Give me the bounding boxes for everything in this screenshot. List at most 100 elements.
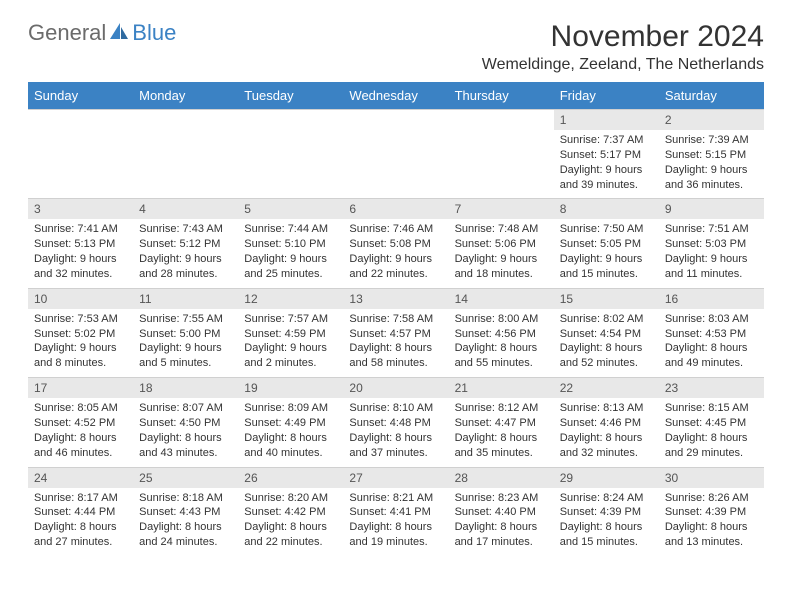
page-subtitle: Wemeldinge, Zeeland, The Netherlands [482, 56, 764, 74]
daylight-line: Daylight: 8 hours and 27 minutes. [34, 520, 127, 550]
sunrise-line: Sunrise: 7:43 AM [139, 222, 232, 237]
day-number-cell: 11 [133, 288, 238, 309]
day-number: 1 [560, 113, 567, 127]
day-number: 19 [244, 381, 257, 395]
day-number: 3 [34, 202, 41, 216]
day-number-row: 17181920212223 [28, 378, 764, 399]
day-number-row: 12 [28, 110, 764, 131]
sunrise-line: Sunrise: 7:51 AM [665, 222, 758, 237]
day-content-cell: Sunrise: 8:26 AMSunset: 4:39 PMDaylight:… [659, 488, 764, 556]
daylight-line: Daylight: 8 hours and 55 minutes. [455, 341, 548, 371]
day-number-cell: 17 [28, 378, 133, 399]
sunset-line: Sunset: 4:45 PM [665, 416, 758, 431]
day-content-cell [449, 130, 554, 199]
day-number-cell [133, 110, 238, 131]
daylight-line: Daylight: 8 hours and 46 minutes. [34, 431, 127, 461]
day-number-cell: 6 [343, 199, 448, 220]
daylight-line: Daylight: 8 hours and 29 minutes. [665, 431, 758, 461]
day-content-row: Sunrise: 7:53 AMSunset: 5:02 PMDaylight:… [28, 309, 764, 378]
day-content-cell: Sunrise: 7:53 AMSunset: 5:02 PMDaylight:… [28, 309, 133, 378]
day-number-row: 24252627282930 [28, 467, 764, 488]
day-number: 27 [349, 471, 362, 485]
sunset-line: Sunset: 5:17 PM [560, 148, 653, 163]
sunset-line: Sunset: 5:03 PM [665, 237, 758, 252]
sunrise-line: Sunrise: 8:20 AM [244, 491, 337, 506]
daylight-line: Daylight: 9 hours and 28 minutes. [139, 252, 232, 282]
daylight-line: Daylight: 9 hours and 15 minutes. [560, 252, 653, 282]
day-number-row: 3456789 [28, 199, 764, 220]
sunrise-line: Sunrise: 7:57 AM [244, 312, 337, 327]
day-number: 5 [244, 202, 251, 216]
day-content-cell [238, 130, 343, 199]
day-number: 18 [139, 381, 152, 395]
sunrise-line: Sunrise: 7:53 AM [34, 312, 127, 327]
daylight-line: Daylight: 9 hours and 11 minutes. [665, 252, 758, 282]
daylight-line: Daylight: 8 hours and 40 minutes. [244, 431, 337, 461]
sunrise-line: Sunrise: 7:58 AM [349, 312, 442, 327]
sunrise-line: Sunrise: 8:26 AM [665, 491, 758, 506]
daylight-line: Daylight: 9 hours and 18 minutes. [455, 252, 548, 282]
day-number-cell: 9 [659, 199, 764, 220]
sunrise-line: Sunrise: 8:23 AM [455, 491, 548, 506]
sunrise-line: Sunrise: 8:18 AM [139, 491, 232, 506]
sunset-line: Sunset: 5:12 PM [139, 237, 232, 252]
day-number: 28 [455, 471, 468, 485]
day-number: 25 [139, 471, 152, 485]
sunset-line: Sunset: 4:46 PM [560, 416, 653, 431]
daylight-line: Daylight: 8 hours and 49 minutes. [665, 341, 758, 371]
day-content-cell: Sunrise: 7:37 AMSunset: 5:17 PMDaylight:… [554, 130, 659, 199]
day-number-cell: 26 [238, 467, 343, 488]
sunset-line: Sunset: 4:59 PM [244, 327, 337, 342]
day-number-cell: 19 [238, 378, 343, 399]
day-content-cell: Sunrise: 7:48 AMSunset: 5:06 PMDaylight:… [449, 219, 554, 288]
sunrise-line: Sunrise: 8:10 AM [349, 401, 442, 416]
day-number: 10 [34, 292, 47, 306]
brand-logo: General Blue [28, 20, 176, 46]
sunset-line: Sunset: 5:06 PM [455, 237, 548, 252]
daylight-line: Daylight: 9 hours and 39 minutes. [560, 163, 653, 193]
day-content-cell [343, 130, 448, 199]
day-content-cell: Sunrise: 8:09 AMSunset: 4:49 PMDaylight:… [238, 398, 343, 467]
day-number-cell: 21 [449, 378, 554, 399]
day-content-cell [28, 130, 133, 199]
daylight-line: Daylight: 9 hours and 8 minutes. [34, 341, 127, 371]
daylight-line: Daylight: 9 hours and 2 minutes. [244, 341, 337, 371]
day-content-cell: Sunrise: 8:15 AMSunset: 4:45 PMDaylight:… [659, 398, 764, 467]
day-number: 26 [244, 471, 257, 485]
day-number-cell: 27 [343, 467, 448, 488]
day-number-cell: 2 [659, 110, 764, 131]
day-number-cell [28, 110, 133, 131]
day-content-row: Sunrise: 8:05 AMSunset: 4:52 PMDaylight:… [28, 398, 764, 467]
sunset-line: Sunset: 4:50 PM [139, 416, 232, 431]
sunset-line: Sunset: 4:42 PM [244, 505, 337, 520]
daylight-line: Daylight: 8 hours and 13 minutes. [665, 520, 758, 550]
day-number-cell: 13 [343, 288, 448, 309]
sunrise-line: Sunrise: 7:46 AM [349, 222, 442, 237]
day-number-cell: 3 [28, 199, 133, 220]
sunrise-line: Sunrise: 8:17 AM [34, 491, 127, 506]
day-content-cell: Sunrise: 8:00 AMSunset: 4:56 PMDaylight:… [449, 309, 554, 378]
day-content-cell: Sunrise: 7:43 AMSunset: 5:12 PMDaylight:… [133, 219, 238, 288]
day-content-row: Sunrise: 8:17 AMSunset: 4:44 PMDaylight:… [28, 488, 764, 556]
sunset-line: Sunset: 4:57 PM [349, 327, 442, 342]
day-number: 23 [665, 381, 678, 395]
day-content-cell: Sunrise: 8:13 AMSunset: 4:46 PMDaylight:… [554, 398, 659, 467]
day-content-row: Sunrise: 7:41 AMSunset: 5:13 PMDaylight:… [28, 219, 764, 288]
sunrise-line: Sunrise: 8:15 AM [665, 401, 758, 416]
day-content-cell: Sunrise: 8:18 AMSunset: 4:43 PMDaylight:… [133, 488, 238, 556]
day-header: Saturday [659, 82, 764, 110]
day-content-cell: Sunrise: 7:51 AMSunset: 5:03 PMDaylight:… [659, 219, 764, 288]
sunset-line: Sunset: 5:08 PM [349, 237, 442, 252]
day-header: Monday [133, 82, 238, 110]
day-number-cell: 5 [238, 199, 343, 220]
day-number-cell: 22 [554, 378, 659, 399]
sunrise-line: Sunrise: 7:48 AM [455, 222, 548, 237]
sunset-line: Sunset: 5:05 PM [560, 237, 653, 252]
sunrise-line: Sunrise: 8:13 AM [560, 401, 653, 416]
day-number: 15 [560, 292, 573, 306]
sunrise-line: Sunrise: 7:55 AM [139, 312, 232, 327]
day-number-cell: 29 [554, 467, 659, 488]
day-number-cell: 10 [28, 288, 133, 309]
day-header: Friday [554, 82, 659, 110]
day-content-cell: Sunrise: 7:50 AMSunset: 5:05 PMDaylight:… [554, 219, 659, 288]
